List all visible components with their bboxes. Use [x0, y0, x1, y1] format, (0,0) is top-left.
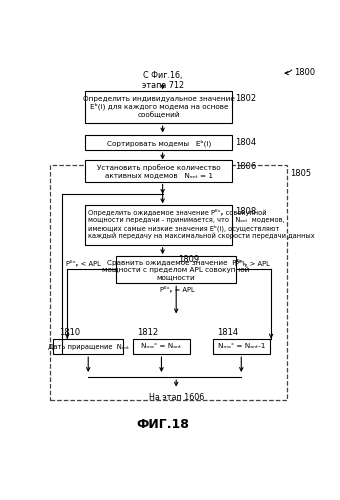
Bar — [213, 338, 270, 354]
Text: 1802: 1802 — [235, 94, 256, 103]
Text: каждый передачу на максимальной скорости передачи данных: каждый передачу на максимальной скорости… — [88, 232, 315, 239]
Text: имеющих самые низкие значения Eᵇ(i), осуществляют: имеющих самые низкие значения Eᵇ(i), осу… — [88, 225, 279, 232]
Bar — [50, 166, 287, 400]
Text: 1805: 1805 — [290, 170, 311, 178]
Bar — [133, 338, 190, 354]
Bar — [85, 136, 232, 150]
Text: Определить ожидаемое значение Pᴱˣₚ совокупной: Определить ожидаемое значение Pᴱˣₚ совок… — [88, 210, 267, 216]
Text: 1804: 1804 — [235, 138, 256, 147]
Text: 1809: 1809 — [178, 255, 199, 264]
Text: 1808: 1808 — [235, 207, 256, 216]
Text: Установить пробное количество
активных модемов   Nₐₙₜ = 1: Установить пробное количество активных м… — [97, 164, 221, 178]
Text: На этап 1606: На этап 1606 — [149, 392, 204, 402]
Text: С Фиг.16,
этапа 712: С Фиг.16, этапа 712 — [141, 71, 184, 90]
Text: Сортировать модемы   Eᵇ(i): Сортировать модемы Eᵇ(i) — [107, 139, 211, 146]
Text: ФИГ.18: ФИГ.18 — [136, 418, 189, 431]
Bar — [116, 256, 236, 283]
Text: мощности передачи - принимается, что   Nₐₙₜ  модемов,: мощности передачи - принимается, что Nₐₙ… — [88, 217, 285, 223]
Text: Pᴱˣₚ < APL: Pᴱˣₚ < APL — [66, 260, 101, 267]
Text: 1806: 1806 — [235, 162, 256, 172]
Bar — [85, 160, 232, 182]
Bar — [85, 91, 232, 123]
Bar — [53, 338, 123, 354]
Text: Nₘₐˣ = Nₐₙₜ-1: Nₘₐˣ = Nₐₙₜ-1 — [218, 344, 265, 349]
Text: Nₘₐˣ = Nₐₙₜ: Nₘₐˣ = Nₐₙₜ — [141, 344, 182, 349]
Text: 1810: 1810 — [59, 328, 81, 337]
Text: Pᴱˣₚ > APL: Pᴱˣₚ > APL — [235, 260, 270, 267]
Text: 1800: 1800 — [294, 68, 316, 76]
Text: 1812: 1812 — [137, 328, 158, 337]
Text: Pᴱˣₚ = APL: Pᴱˣₚ = APL — [160, 286, 195, 292]
Text: Сравнить ожидаемое значение  Pᴱˣₚ
мощности с пределом APL совокупной
мощности: Сравнить ожидаемое значение Pᴱˣₚ мощност… — [102, 258, 250, 280]
Text: Дать приращение  Nₐₙₜ: Дать приращение Nₐₙₜ — [48, 344, 129, 349]
Bar — [85, 205, 232, 245]
Text: 1814: 1814 — [217, 328, 238, 337]
Text: Определить индивидуальное значение
Eᵇ(i) для каждого модема на основе
сообщений: Определить индивидуальное значение Eᵇ(i)… — [83, 96, 235, 118]
